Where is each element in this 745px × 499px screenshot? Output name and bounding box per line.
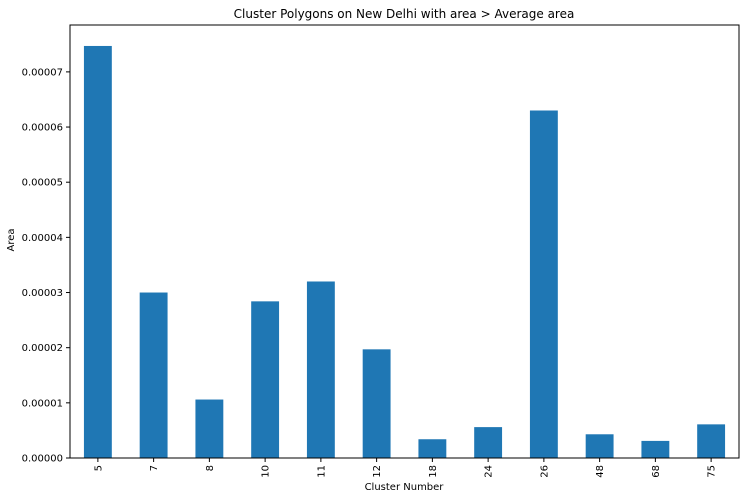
x-tick-label: 7 (149, 465, 160, 471)
y-tick-label: 0.00003 (22, 288, 63, 299)
x-tick-label: 10 (261, 465, 272, 478)
x-tick-label: 12 (372, 465, 383, 478)
x-tick-label: 8 (205, 465, 216, 471)
bars-layer (83, 45, 726, 458)
y-tick-label: 0.00005 (22, 178, 63, 189)
y-tick-label: 0.00001 (22, 398, 63, 409)
x-tick-label: 68 (651, 465, 662, 478)
y-tick-label: 0.00007 (22, 67, 63, 78)
y-tick-label: 0.00006 (22, 123, 63, 134)
chart-title: Cluster Polygons on New Delhi with area … (234, 7, 575, 21)
x-tick-label: 48 (595, 465, 606, 478)
bar-cluster-68 (641, 440, 670, 458)
axes-layer: 0.00000 0.00001 0.00002 0.00003 0.00004 0.000… (22, 24, 740, 478)
bar-cluster-7 (139, 292, 168, 458)
bar-cluster-12 (362, 349, 391, 458)
bar-cluster-18 (418, 439, 447, 458)
bar-cluster-75 (697, 424, 726, 458)
y-tick-label: 0.00004 (22, 233, 63, 244)
bar-cluster-26 (529, 110, 558, 458)
bar-cluster-11 (306, 281, 335, 458)
x-tick-label: 24 (484, 465, 495, 478)
x-tick-label: 75 (707, 465, 718, 478)
bar-cluster-24 (474, 427, 503, 458)
x-tick-label: 18 (428, 465, 439, 478)
y-tick-label: 0.00000 (22, 454, 63, 465)
plot-frame (69, 24, 740, 459)
x-tick-label: 5 (93, 465, 104, 471)
bar-cluster-10 (251, 301, 280, 458)
bar-cluster-8 (195, 399, 224, 458)
x-tick-label: 26 (539, 465, 550, 478)
x-axis-label: Cluster Number (365, 482, 445, 493)
bar-cluster-5 (83, 45, 112, 458)
bar-cluster-48 (585, 434, 614, 458)
y-tick-label: 0.00002 (22, 343, 63, 354)
x-tick-label: 11 (316, 465, 327, 478)
y-axis-label: Area (6, 228, 17, 251)
